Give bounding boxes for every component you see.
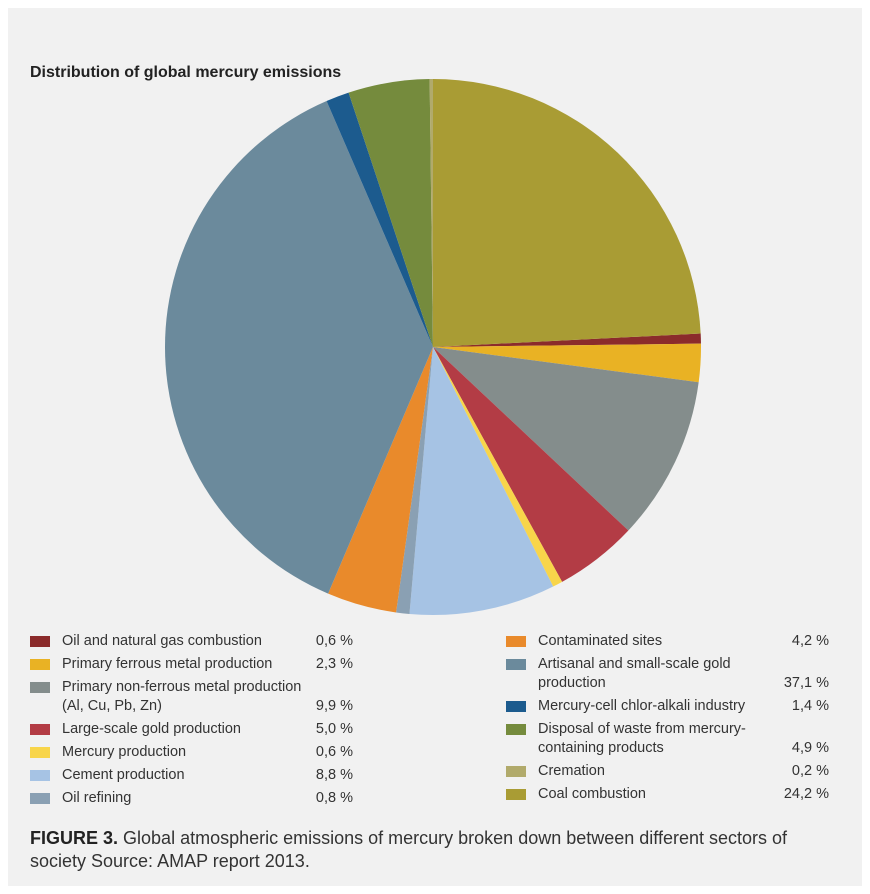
legend-value: 37,1 % (783, 675, 829, 691)
legend-label: Artisanal and small-scale gold productio… (538, 656, 731, 691)
caption-label: FIGURE 3. (30, 828, 119, 848)
legend-label: Coal combustion (538, 786, 646, 802)
legend-value: 9,9 % (315, 698, 353, 714)
legend-value: 5,0 % (315, 721, 353, 737)
legend-value: 24,2 % (783, 786, 829, 802)
legend-swatch (506, 724, 526, 735)
legend-swatch (30, 793, 50, 804)
pie-slice (433, 343, 701, 383)
chart-title: Distribution of global mercury emissions (30, 64, 342, 81)
legend-label: Contaminated sites (538, 633, 663, 649)
legend-label: Mercury production (62, 744, 187, 760)
pie-slice (348, 79, 433, 347)
legend-label: Oil and natural gas combustion (62, 633, 262, 649)
pie-slice (328, 347, 433, 613)
legend-swatch (30, 770, 50, 781)
legend-swatch (506, 659, 526, 670)
caption-text: Global atmospheric emissions of mercury … (30, 828, 788, 871)
legend-label: Primary non-ferrous metal production (Al… (62, 679, 302, 714)
legend-swatch (30, 636, 50, 647)
legend-label: Disposal of waste from mercury-containin… (538, 721, 746, 756)
pie-slice (409, 347, 554, 615)
legend-value: 1,4 % (791, 698, 829, 714)
legend-swatch (30, 659, 50, 670)
legend-swatch (506, 789, 526, 800)
pie-slice (429, 79, 433, 347)
legend-label: Primary ferrous metal production (62, 656, 273, 672)
legend-label: Cremation (538, 763, 605, 779)
legend-value: 8,8 % (315, 767, 353, 783)
legend-swatch (30, 682, 50, 693)
legend: Contaminated sites 4,2 % Artisanal and sma… (506, 632, 829, 804)
legend-swatch (506, 701, 526, 712)
legend-swatch (506, 636, 526, 647)
legend-value: 4,2 % (791, 633, 829, 649)
pie-slice (433, 333, 701, 347)
legend-value: 0,6 % (315, 633, 353, 649)
legend-value: 0,8 % (315, 790, 353, 806)
pie-slice (433, 347, 629, 582)
legend-label: Mercury-cell chlor-alkali industry (538, 698, 746, 714)
legend-value: 0,6 % (315, 744, 353, 760)
pie-slice (396, 347, 433, 614)
legend-swatch (506, 766, 526, 777)
legend: Oil and natural gas combustion 0,6 % Prima… (30, 632, 353, 808)
legend-value: 0,2 % (791, 763, 829, 779)
pie-slice (433, 347, 699, 531)
legend-value: 4,9 % (791, 740, 829, 756)
legend-value: 2,3 % (315, 656, 353, 672)
legend-swatch (30, 747, 50, 758)
legend-swatch (30, 724, 50, 735)
legend-label: Large-scale gold production (62, 721, 241, 737)
pie-slice (164, 101, 433, 594)
legend-label: Cement production (62, 767, 185, 783)
caption: FIGURE 3. Global atmospheric emissions o… (30, 827, 830, 873)
legend-label: Oil refining (62, 790, 132, 806)
pie-slice (433, 79, 701, 347)
pie-slice (326, 92, 433, 347)
pie-slice (433, 347, 563, 587)
